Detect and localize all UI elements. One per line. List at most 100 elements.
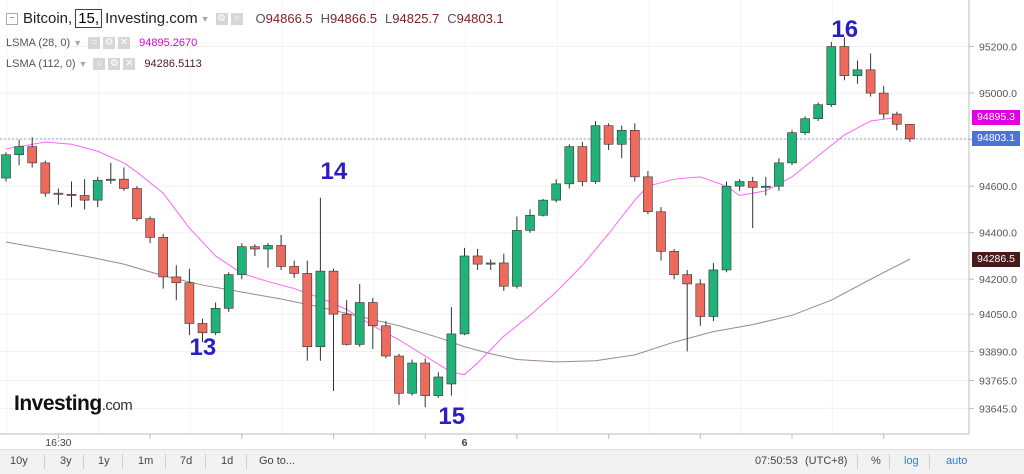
eye-icon[interactable]: ○ [93,58,106,70]
clock-time: 07:50:53 [755,455,798,467]
range-button-1d[interactable]: 1d [221,455,234,467]
candle-body [79,195,90,201]
candle [774,158,784,191]
close-icon[interactable]: ✕ [123,58,136,70]
candle-body [865,69,876,94]
range-button-7d[interactable]: 7d [180,455,193,467]
range-button-1y[interactable]: 1y [98,455,110,467]
candle-body [787,132,797,164]
chevron-down-icon[interactable]: ▼ [78,59,88,69]
y-tick-label: 94050.0 [979,309,1017,321]
settings-icon[interactable]: ⚙ [103,37,116,49]
candle [106,162,116,184]
candle-body [446,333,457,385]
auto-scale-button[interactable]: auto [946,455,968,467]
candle [446,307,457,396]
candle-body [381,325,391,357]
candle [708,262,719,322]
close-icon[interactable]: ✕ [118,37,131,49]
candle [577,141,588,187]
candle [498,253,509,291]
candle [14,139,24,166]
eye-icon[interactable]: ○ [88,37,101,49]
percent-scale-button[interactable]: % [871,455,881,467]
candle-body [525,214,535,231]
candle-body [551,183,562,201]
candle [289,260,300,279]
candle [891,111,902,131]
candle-body [485,262,496,265]
y-axis-ticks: 95200.095000.094800.094600.094400.094200… [969,42,1017,415]
candle [656,207,666,261]
price-chart[interactable]: 95200.095000.094800.094600.094400.094200… [0,0,1024,449]
candles [1,37,915,408]
candle-body [603,125,614,145]
timezone-button[interactable]: (UTC+8) [805,455,848,467]
candle [184,268,195,336]
candle-body [774,162,784,187]
settings-icon[interactable]: ⚙ [108,58,121,70]
bottom-toolbar: 10y 3y 1y 1m 7d 1d Go to... 07:50:53 (UT… [0,449,1024,474]
price-tag-lsma28: 94895.3 [972,109,1020,125]
candle [616,125,627,159]
candle-body [263,245,273,250]
collapse-icon[interactable]: − [6,12,18,25]
candle-body [171,276,182,284]
lsma28-line [5,116,897,376]
candle [787,130,797,166]
candle-body [708,269,719,317]
range-button-3y[interactable]: 3y [60,455,72,467]
candle [472,248,483,270]
candle-body [800,118,810,133]
candle [1,152,11,182]
candle-body [40,162,51,194]
price-tag-lsma112: 94286.5 [972,251,1020,267]
candle-body [643,176,653,213]
candle [237,243,247,280]
candle-body [472,255,483,265]
candle-body [878,92,889,115]
range-button-1m[interactable]: 1m [138,455,154,467]
candle [525,209,535,233]
indicator-value: 94895.2670 [139,37,198,49]
candle-body [826,46,837,106]
candle [721,181,732,273]
candle [223,272,234,312]
candle [800,116,810,135]
legend-indicator-lsma112: LSMA (112, 0) ▼ ○ ⚙ ✕ 94286.5113 [6,58,202,70]
eye-icon[interactable]: ○ [230,12,243,25]
candle-body [682,274,693,285]
chevron-down-icon[interactable]: ▼ [200,13,210,24]
candle [276,235,286,270]
candle-body [590,125,601,182]
legend-main: − Bitcoin, 15, Investing.com ▼ ⚙ ○ O9486… [6,9,512,28]
candle-body [315,270,326,348]
candle-body [695,283,706,317]
interval-selector[interactable]: 15, [75,9,103,28]
log-scale-button[interactable]: log [904,455,919,467]
candle [512,216,522,289]
y-tick-label: 94600.0 [979,181,1017,193]
range-button-10y[interactable]: 10y [10,455,28,467]
candle-body [564,146,575,185]
candle-body [289,266,300,274]
candle-body [354,302,365,345]
legend-indicator-lsma28: LSMA (28, 0) ▼ ○ ⚙ ✕ 94895.2670 [6,37,197,49]
goto-button[interactable]: Go to... [259,455,296,467]
candle-body [66,194,77,196]
candle [695,279,706,326]
ohlc-close: C94803.1 [447,11,504,26]
y-tick-label: 94200.0 [979,274,1017,286]
candle [629,123,640,182]
settings-icon[interactable]: ⚙ [215,12,228,25]
y-tick-label: 93765.0 [979,375,1017,387]
candle-body [407,362,417,394]
candle [197,318,208,343]
lsma112-line [5,241,911,363]
candle [747,176,758,229]
candle [341,300,352,346]
chevron-down-icon[interactable]: ▼ [73,38,83,48]
candle [760,176,771,196]
candle-body [158,237,168,278]
price-tag-last: 94803.1 [972,131,1020,147]
